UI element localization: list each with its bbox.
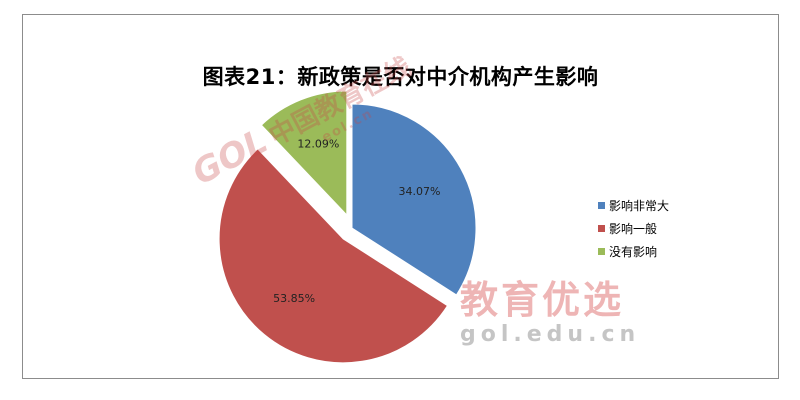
legend-label-0: 影响非常大 [609,199,670,213]
pie-slice-0 [351,103,477,296]
pie-slice-label-0: 34.07% [398,185,440,198]
legend-item-0: 影响非常大 [598,194,669,217]
legend-swatch-0 [598,202,605,209]
legend-swatch-1 [598,225,605,232]
legend-label-2: 没有影响 [609,245,658,259]
legend-label-1: 影响一般 [609,222,658,236]
legend-item-1: 影响一般 [598,217,669,240]
legend: 影响非常大 影响一般 没有影响 [598,194,669,263]
pie-slice-label-2: 12.09% [297,138,339,151]
pie-slice-1 [218,148,449,364]
pie-slice-label-1: 53.85% [273,292,315,305]
legend-item-2: 没有影响 [598,240,669,263]
legend-swatch-2 [598,248,605,255]
chart-title: 图表21：新政策是否对中介机构产生影响 [202,65,599,89]
pie-slice-2 [260,90,348,217]
